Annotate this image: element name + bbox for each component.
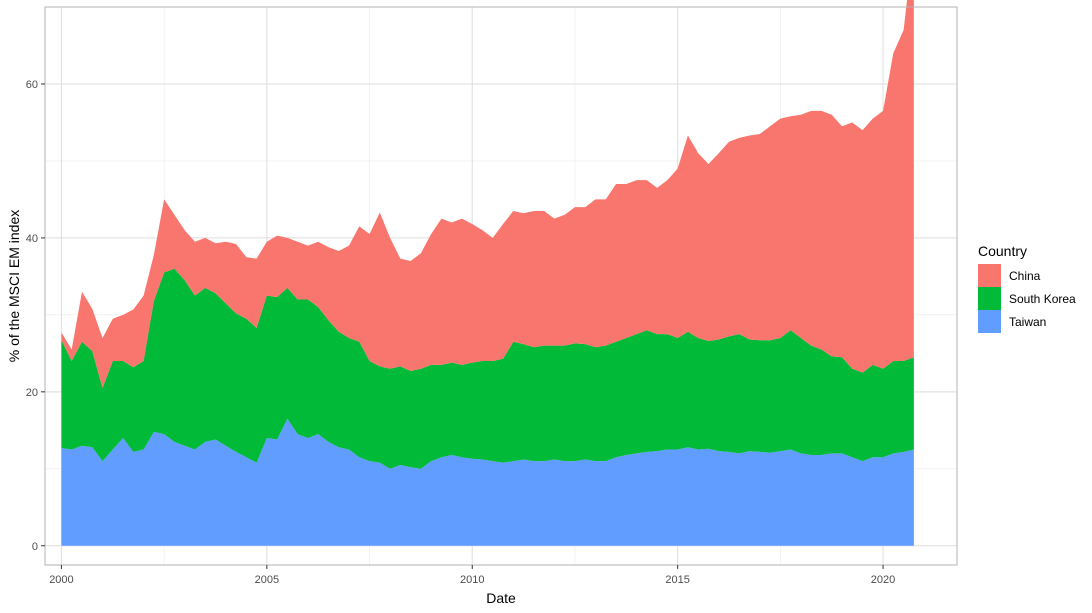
x-axis-title: Date [486, 590, 516, 606]
legend-key-china [978, 264, 1001, 287]
x-tick-label: 2010 [460, 574, 484, 586]
y-tick-label: 20 [26, 387, 38, 399]
x-tick-label: 2015 [665, 574, 689, 586]
y-axis-title: % of the MSCI EM index [6, 210, 22, 363]
legend: Country China South Korea Taiwan [978, 243, 1076, 333]
legend-key-taiwan [978, 310, 1001, 333]
area-south-korea [61, 268, 914, 469]
y-tick-label: 40 [26, 233, 38, 245]
x-tick-label: 2020 [871, 574, 895, 586]
legend-title: Country [978, 243, 1027, 259]
legend-label: Taiwan [1009, 315, 1046, 329]
x-tick-label: 2000 [49, 574, 73, 586]
plot-border [44, 6, 958, 566]
area-series [61, 0, 914, 546]
y-axis-ticks: 0 20 40 60 [26, 79, 45, 553]
legend-label: China [1009, 269, 1041, 283]
area-taiwan [61, 418, 914, 546]
x-axis-ticks: 2000 2005 2010 2015 2020 [49, 565, 895, 586]
legend-label: South Korea [1009, 292, 1076, 306]
legend-key-south-korea [978, 287, 1001, 310]
x-tick-label: 2005 [255, 574, 279, 586]
area-china [61, 0, 914, 388]
y-tick-label: 60 [26, 79, 38, 91]
y-tick-label: 0 [32, 541, 38, 553]
